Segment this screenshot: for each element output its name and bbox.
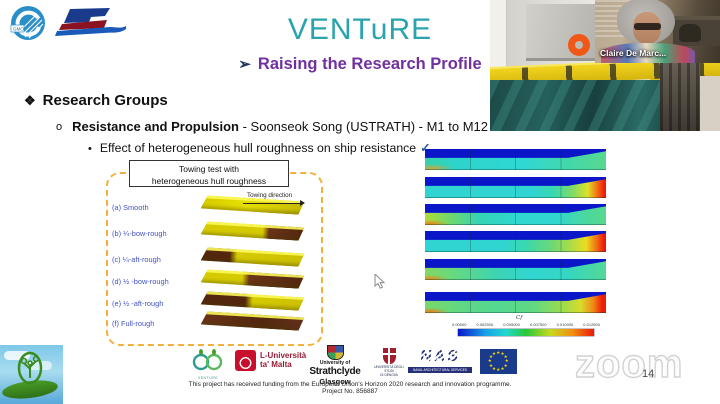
venture-project-logo: VENTURE bbox=[190, 349, 226, 380]
cloud-graphic bbox=[4, 351, 30, 360]
malta-label-line1: L-Università bbox=[260, 351, 307, 360]
genova-crest bbox=[382, 348, 396, 364]
cfd-strip-smooth bbox=[425, 149, 606, 170]
cfd-strip-full-rough bbox=[425, 292, 606, 313]
research-group-item: o Resistance and Propulsion - Soonseok So… bbox=[56, 119, 488, 134]
hull-label-c: (c) ¼-aft-rough bbox=[112, 255, 161, 264]
university-of-malta-label: L-Università ta' Malta bbox=[260, 351, 306, 369]
participant-name-label: Claire De Marc... bbox=[600, 48, 667, 58]
cfd-strip-quarter-aft-rough bbox=[425, 204, 606, 225]
genova-logo: UNIVERSITÀ DEGLI STUDI DI GENOVA bbox=[372, 348, 406, 377]
gmo-logo-text: GMO bbox=[13, 27, 24, 32]
speaker-webcam-tile[interactable]: Claire De Marc... bbox=[595, 0, 720, 63]
colorbar-gradient bbox=[458, 329, 594, 336]
dot-bullet-icon: • bbox=[88, 143, 92, 155]
strathclyde-logo: University of Strathclyde Glasgow bbox=[305, 345, 365, 386]
colorbar-tick: 0.007500 bbox=[529, 322, 547, 327]
cfd-strip-quarter-bow-rough bbox=[425, 177, 606, 198]
colorbar-tick: 0.012500 bbox=[583, 322, 600, 327]
funding-statement: This project has received funding from t… bbox=[188, 381, 512, 395]
item-bold-text: Resistance and Propulsion bbox=[72, 119, 239, 134]
nas-logo: NAS NAVAL ARCHITECTURAL SERVICES bbox=[408, 348, 472, 373]
figure-title-line1: Towing test with bbox=[179, 164, 239, 174]
colorbar-tick: 0.00000 bbox=[452, 322, 467, 327]
eu-star-icon: ★ bbox=[500, 350, 505, 356]
figure-title-box: Towing test with heterogeneous hull roug… bbox=[129, 160, 289, 187]
eu-flag: ★ ★ ★ ★ ★ ★ ★ ★ ★ ★ ★ ★ bbox=[480, 349, 517, 374]
genova-label-line1: UNIVERSITÀ DEGLI STUDI bbox=[374, 365, 404, 374]
diamond-bullet-icon: ❖ bbox=[24, 93, 36, 108]
eu-star-icon: ★ bbox=[504, 358, 509, 364]
eu-star-icon: ★ bbox=[503, 362, 508, 368]
towing-direction-arrow-head bbox=[300, 200, 305, 206]
hull-label-f: (f) Full-rough bbox=[112, 319, 155, 328]
hull-label-d: (d) ½ -bow-rough bbox=[112, 277, 169, 286]
eu-star-icon: ★ bbox=[503, 354, 508, 360]
stream-channel-logo bbox=[0, 345, 63, 404]
hull-label-e: (e) ½ -aft-rough bbox=[112, 299, 164, 308]
speaker-shoulders bbox=[601, 43, 695, 63]
office-chair bbox=[679, 24, 701, 42]
university-of-malta-emblem bbox=[235, 350, 256, 371]
circle-bullet-icon: o bbox=[56, 121, 63, 133]
eu-star-icon: ★ bbox=[488, 362, 493, 368]
arrow-bullet-icon: ➢ bbox=[238, 56, 251, 73]
carriage-equipment-box bbox=[526, 4, 600, 61]
sub-item-text: Effect of heterogeneous hull roughness o… bbox=[99, 141, 417, 155]
gmo-logo: GMO bbox=[10, 5, 46, 41]
life-ring bbox=[568, 34, 590, 56]
eu-star-icon: ★ bbox=[487, 358, 492, 364]
towing-direction-label: Towing direction bbox=[247, 192, 293, 199]
page-title: VENTuRE bbox=[287, 13, 433, 46]
strathclyde-crest bbox=[326, 345, 344, 360]
hull-label-a: (a) Smooth bbox=[112, 203, 149, 212]
eu-star-icon: ★ bbox=[492, 365, 497, 371]
colorbar-ticks: 0.00000 0.002500 0.005000 0.007500 0.010… bbox=[452, 322, 600, 327]
hull-label-b: (b) ¼-bow-rough bbox=[112, 229, 167, 238]
item-rest-text: - Soonseok Song (USTRATH) - M1 to M12 bbox=[239, 119, 489, 134]
eu-star-icon: ★ bbox=[500, 365, 505, 371]
tank-edge bbox=[700, 76, 720, 131]
mouse-cursor bbox=[374, 272, 386, 295]
section-title: Research Groups bbox=[42, 92, 168, 109]
subtitle: ➢ Raising the Research Profile bbox=[0, 55, 720, 74]
figure-title-line2: heterogeneous hull roughness bbox=[151, 176, 267, 187]
strath-label-line2: Strathclyde bbox=[309, 366, 361, 377]
malta-label-line2: ta' Malta bbox=[260, 360, 292, 370]
zoom-watermark: zoom bbox=[574, 341, 684, 386]
cfd-strip-half-bow-rough bbox=[425, 231, 606, 252]
cfd-strip-half-aft-rough bbox=[425, 259, 606, 280]
plant-circuit-emblem bbox=[15, 351, 45, 390]
subtitle-text: Raising the Research Profile bbox=[257, 55, 482, 73]
ship-logo bbox=[54, 8, 128, 38]
checkmark-icon: ✓ bbox=[420, 141, 431, 155]
speaker-glasses bbox=[634, 23, 661, 30]
nas-subtitle: NAVAL ARCHITECTURAL SERVICES bbox=[408, 367, 472, 373]
eu-star-icon: ★ bbox=[496, 349, 501, 355]
colorbar-title: Cf bbox=[516, 315, 523, 321]
tank-rail bbox=[660, 58, 700, 131]
towing-direction-arrow-line bbox=[243, 203, 301, 204]
genova-label-line2: DI GENOVA bbox=[380, 373, 398, 378]
section-heading: ❖ Research Groups bbox=[24, 92, 168, 109]
strath-label-line1: University of bbox=[319, 360, 351, 366]
eu-star-icon: ★ bbox=[492, 350, 497, 356]
colorbar-tick: 0.010000 bbox=[556, 322, 574, 327]
genova-label: UNIVERSITÀ DEGLI STUDI DI GENOVA bbox=[372, 365, 406, 377]
nas-letters: NAS bbox=[407, 348, 473, 366]
eu-star-icon: ★ bbox=[496, 366, 501, 372]
colorbar-tick: 0.002500 bbox=[476, 322, 494, 327]
eu-star-icon: ★ bbox=[488, 354, 493, 360]
venture-logo-text: VENTURE bbox=[197, 376, 219, 380]
colorbar-tick: 0.005000 bbox=[503, 322, 520, 327]
sub-item: • Effect of heterogeneous hull roughness … bbox=[88, 141, 430, 155]
strath-label-line3: Glasgow bbox=[319, 377, 351, 386]
page-number: 14 bbox=[642, 368, 655, 380]
